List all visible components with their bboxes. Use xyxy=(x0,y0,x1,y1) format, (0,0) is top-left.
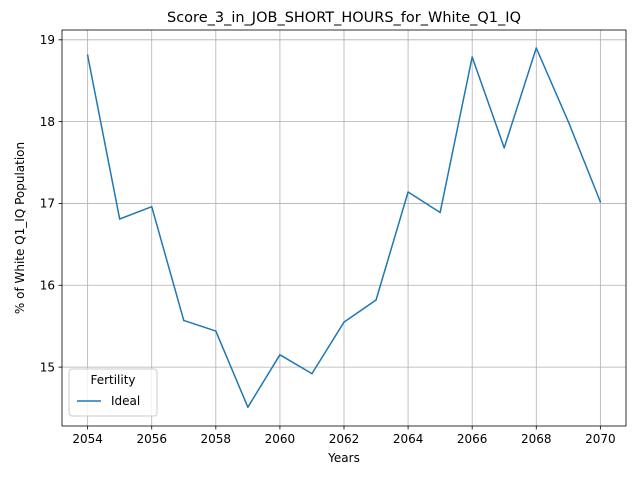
x-tick-label: 2058 xyxy=(201,432,232,446)
data-point xyxy=(86,54,89,57)
x-axis-ticks: 2054 2056 2058 2060 2062 2064 2066 2068 2070 xyxy=(72,426,616,446)
data-point xyxy=(150,205,153,208)
x-tick-label: 2064 xyxy=(393,432,424,446)
data-point xyxy=(311,372,313,375)
x-axis-label: Years xyxy=(327,451,360,465)
data-point xyxy=(503,147,505,149)
y-tick-label: 16 xyxy=(40,278,55,292)
y-axis-ticks: 15 16 17 18 19 xyxy=(40,33,62,374)
data-point xyxy=(535,47,538,49)
x-tick-label: 2054 xyxy=(72,432,103,446)
data-point xyxy=(118,218,121,220)
y-tick-label: 15 xyxy=(40,360,55,374)
data-point xyxy=(279,354,281,356)
data-point xyxy=(215,330,217,332)
data-point xyxy=(247,406,249,408)
legend: Fertility Ideal xyxy=(68,368,158,417)
x-tick-label: 2056 xyxy=(136,432,167,446)
series-layer xyxy=(86,47,602,408)
y-tick-label: 18 xyxy=(40,115,55,129)
data-point xyxy=(407,191,409,193)
x-tick-label: 2070 xyxy=(585,432,616,446)
data-point xyxy=(567,120,570,123)
x-tick-label: 2066 xyxy=(457,432,488,446)
x-tick-label: 2060 xyxy=(265,432,296,446)
data-point xyxy=(439,211,441,214)
grid xyxy=(62,30,626,426)
y-axis-label: % of White Q1_IQ Population xyxy=(13,142,27,314)
data-point xyxy=(183,319,185,322)
legend-title: Fertility xyxy=(90,373,135,387)
data-point xyxy=(343,321,345,323)
legend-box xyxy=(68,368,158,417)
x-tick-label: 2068 xyxy=(521,432,552,446)
chart-title: Score_3_in_JOB_SHORT_HOURS_for_White_Q1_… xyxy=(167,10,521,26)
data-point xyxy=(599,201,602,203)
x-tick-label: 2062 xyxy=(329,432,360,446)
legend-label-ideal: Ideal xyxy=(111,394,140,408)
y-tick-label: 19 xyxy=(40,33,55,47)
data-point xyxy=(375,299,377,301)
data-point xyxy=(471,56,473,58)
y-tick-label: 17 xyxy=(40,197,55,211)
